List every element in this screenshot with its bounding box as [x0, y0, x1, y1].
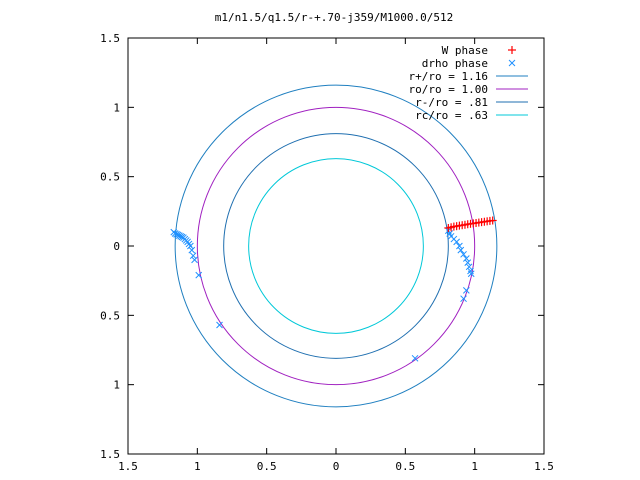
marker-stroke [457, 246, 465, 254]
circles-group [174, 84, 498, 408]
y-tick-label: 1 [113, 379, 120, 392]
drho-phase-point [467, 270, 475, 278]
marker-stroke [216, 321, 223, 329]
x-tick-label: 1.5 [118, 460, 138, 473]
marker-stroke [467, 267, 474, 275]
marker-stroke [462, 287, 470, 294]
drho-phase-point [411, 354, 419, 362]
w-phase-point [488, 216, 497, 225]
marker-stroke [464, 259, 472, 266]
drho-phase-point [464, 259, 472, 266]
circle-curve [248, 158, 424, 334]
legend-label: drho phase [422, 57, 488, 70]
y-tick-label: 0.5 [100, 171, 120, 184]
drho-phase-point [460, 295, 467, 303]
drho-phase-point [188, 246, 196, 254]
legend-marker [508, 46, 516, 54]
drho-phase-point [453, 238, 460, 246]
drho-phase-point [195, 271, 203, 279]
marker-stroke [465, 263, 473, 271]
drho-phase-point [187, 242, 194, 250]
circle-curve [223, 133, 449, 359]
drho-phase-point [189, 252, 197, 260]
x-tick-label: 1.5 [534, 460, 554, 473]
x-tick-label: 0.5 [395, 460, 415, 473]
legend-marker [508, 59, 516, 67]
x-tick-label: 1 [471, 460, 478, 473]
marker-stroke [456, 242, 463, 250]
legend-label: W phase [442, 44, 488, 57]
drho-phase-point [462, 287, 470, 294]
legend-label: ro/ro = 1.00 [409, 83, 488, 96]
y-tick-label: 0 [113, 240, 120, 253]
y-tick-label: 1.5 [100, 448, 120, 461]
marker-stroke [467, 270, 475, 278]
marker-stroke [189, 252, 197, 260]
marker-stroke [508, 59, 516, 67]
x-tick-label: 0.5 [257, 460, 277, 473]
drho-phase-point [456, 242, 463, 250]
legend-label: r-/ro = .81 [415, 96, 488, 109]
legend-label: r+/ro = 1.16 [409, 70, 488, 83]
x-tick-label: 0 [333, 460, 340, 473]
marker-stroke [411, 354, 419, 362]
circle-curve [196, 106, 476, 386]
legend-label: rc/ro = .63 [415, 109, 488, 122]
drho-phase-point [216, 321, 223, 329]
chart-title: m1/n1.5/q1.5/r-+.70-j359/M1000.0/512 [215, 11, 453, 24]
y-tick-label: 1 [113, 101, 120, 114]
marker-stroke [446, 230, 454, 237]
drho-phase-point [457, 246, 465, 254]
drho-phase-point [191, 256, 198, 264]
axes: 1.5 1 0.5 0 0.5 1 1.51.510.500.511.5 [100, 32, 554, 473]
y-tick-label: 0.5 [100, 309, 120, 322]
marker-stroke [187, 242, 194, 250]
points-group [170, 216, 497, 362]
marker-stroke [188, 246, 196, 254]
marker-stroke [195, 271, 203, 279]
y-tick-label: 1.5 [100, 32, 120, 45]
marker-stroke [453, 238, 460, 246]
marker-stroke [460, 295, 467, 303]
x-tick-label: 1 [194, 460, 201, 473]
marker-stroke [460, 250, 467, 258]
drho-phase-point [462, 255, 470, 262]
marker-stroke [462, 255, 470, 262]
marker-stroke [191, 256, 198, 264]
drho-phase-point [460, 250, 467, 258]
circle-curve [174, 84, 498, 408]
drho-phase-point [465, 263, 473, 271]
